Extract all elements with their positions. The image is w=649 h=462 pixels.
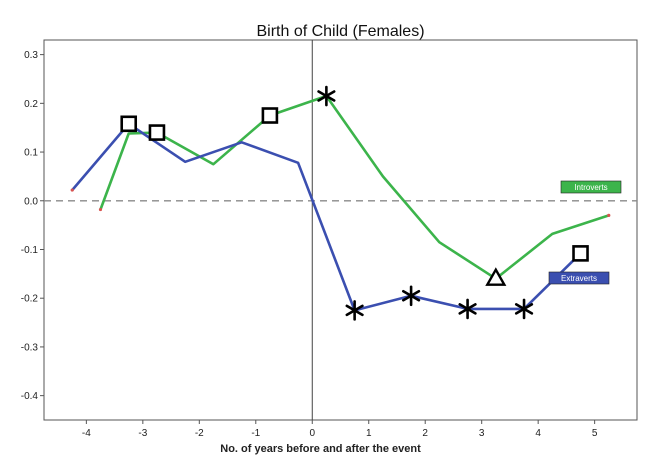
chart-title: Birth of Child (Females) <box>256 23 424 40</box>
star-marker <box>317 85 336 107</box>
series-endpoint <box>607 213 611 217</box>
x-tick-label: -3 <box>138 428 147 439</box>
y-tick-label: -0.4 <box>21 391 39 402</box>
y-tick-label: -0.3 <box>21 342 39 353</box>
y-tick-label: -0.2 <box>21 294 39 305</box>
y-tick-label: 0.1 <box>24 148 38 159</box>
square-marker <box>120 115 138 133</box>
plot-frame <box>43 39 638 421</box>
x-tick-label: 0 <box>309 428 315 439</box>
x-tick-label: -2 <box>195 428 204 439</box>
star-stroke <box>514 303 534 315</box>
x-axis-title: No. of years before and after the event <box>220 443 421 455</box>
plot-area: 0.3 0.2 0.1 0.0 -0.1 -0.2 -0.3 -0.4 -4 -3 -2 -1 0 1 2 3… <box>21 39 638 439</box>
triangle-marker <box>485 267 507 286</box>
star-stroke <box>345 304 364 317</box>
square-marker <box>261 107 279 124</box>
series-endpoint <box>70 188 74 192</box>
legend-swatch <box>548 271 610 285</box>
star-marker <box>458 298 477 320</box>
star-stroke <box>402 289 421 302</box>
x-tick-label: 3 <box>479 428 485 439</box>
y-tick-label: 0.2 <box>24 99 38 110</box>
legend-item-extraverts: Extraverts <box>548 271 610 285</box>
x-tick-label: 5 <box>592 428 598 439</box>
legend-item-introverts: Introverts <box>560 180 622 194</box>
y-tick-label: 0.0 <box>24 196 38 207</box>
legend-label: Introverts <box>574 183 607 192</box>
star-marker <box>402 285 421 307</box>
x-tick-label: 1 <box>366 428 372 439</box>
x-tick-label: 2 <box>422 428 428 439</box>
y-tick-label: 0.3 <box>24 50 38 61</box>
y-tick-label: -0.1 <box>21 245 39 256</box>
square-marker <box>148 124 166 141</box>
star-stroke <box>458 303 477 315</box>
series-line-extraverts <box>70 122 582 312</box>
square-marker <box>572 245 589 262</box>
series-endpoint <box>98 207 103 212</box>
x-tick-label: -4 <box>82 428 91 439</box>
x-tick-label: -1 <box>251 428 260 439</box>
star-marker <box>514 298 534 320</box>
star-stroke <box>317 90 336 102</box>
star-marker <box>345 300 364 321</box>
x-tick-label: 4 <box>535 428 541 439</box>
legend-label: Extraverts <box>561 274 597 283</box>
legend-swatch <box>560 180 622 194</box>
